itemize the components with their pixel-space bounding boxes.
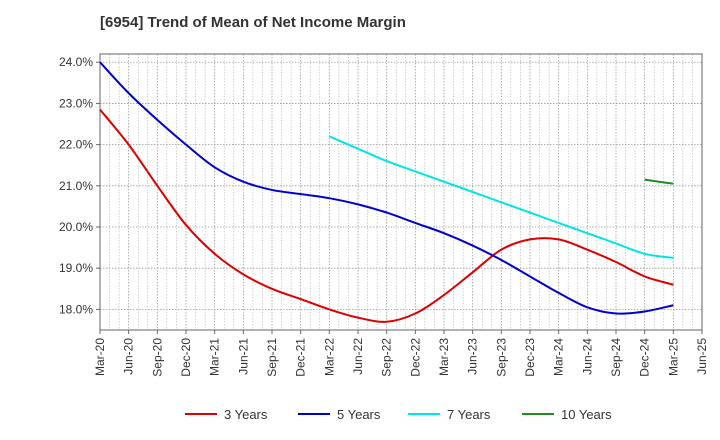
x-tick-label: Dec-21 (294, 338, 308, 377)
x-tick-label: Dec-22 (408, 338, 422, 377)
legend-label-3-years: 3 Years (224, 407, 268, 422)
x-tick-label: Sep-23 (494, 338, 508, 377)
legend-label-7-years: 7 Years (447, 407, 491, 422)
series-line-10-years (644, 178, 674, 185)
x-tick-label: Mar-24 (552, 338, 566, 376)
y-tick-label: 22.0% (59, 138, 93, 152)
series-line-3-years (99, 108, 674, 323)
plot-frame (99, 53, 703, 331)
x-tick-label: Dec-23 (523, 338, 537, 377)
x-tick-label: Jun-21 (236, 338, 250, 375)
plot-area (100, 54, 702, 330)
y-tick-label: 23.0% (59, 96, 93, 110)
y-tick-label: 24.0% (59, 55, 93, 69)
x-tick-label: Mar-22 (322, 338, 336, 376)
x-tick-label: Dec-24 (638, 338, 652, 377)
x-tick-label: Sep-22 (380, 338, 394, 377)
x-tick-label: Jun-25 (695, 338, 709, 375)
x-tick-label: Sep-21 (265, 338, 279, 377)
x-tick-label: Mar-25 (666, 338, 680, 376)
x-tick-label: Jun-22 (351, 338, 365, 375)
x-tick-label: Sep-20 (150, 338, 164, 377)
x-tick-label: Jun-24 (580, 338, 594, 375)
x-tick-label: Dec-20 (179, 338, 193, 377)
series-line-5-years (99, 61, 674, 315)
legend-label-5-years: 5 Years (337, 407, 381, 422)
legend-label-10-years: 10 Years (561, 407, 612, 422)
series-line-7-years (328, 135, 674, 259)
x-tick-label: Jun-23 (466, 338, 480, 375)
x-tick-label: Mar-21 (208, 338, 222, 376)
x-tick-label: Sep-24 (609, 338, 623, 377)
chart-title: [6954] Trend of Mean of Net Income Margi… (100, 14, 406, 31)
x-tick-label: Mar-20 (93, 338, 107, 376)
y-tick-label: 21.0% (59, 179, 93, 193)
y-tick-label: 18.0% (59, 302, 93, 316)
y-tick-label: 20.0% (59, 220, 93, 234)
x-tick-label: Jun-20 (122, 338, 136, 375)
x-tick-label: Mar-23 (437, 338, 451, 376)
y-tick-label: 19.0% (59, 261, 93, 275)
